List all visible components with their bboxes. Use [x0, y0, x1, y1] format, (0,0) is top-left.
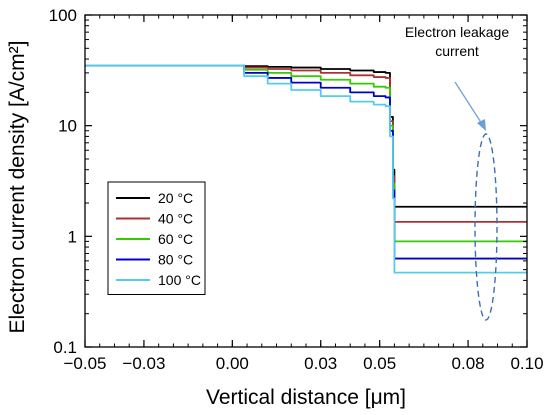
x-tick-label: 0.10 [510, 354, 543, 373]
legend-label: 100 °C [158, 272, 201, 288]
ticks-layer [84, 14, 528, 348]
y-tick-label: 0.1 [53, 338, 77, 357]
x-axis-title: Vertical distance [μm] [206, 386, 406, 409]
legend-label: 40 °C [158, 211, 193, 227]
legend: 20 °C 40 °C 60 °C 80 °C 100 °C [107, 181, 206, 295]
y-tick-label: 1 [68, 227, 77, 246]
y-axis-title: Electron current density [A/cm²] [6, 41, 29, 334]
x-tick-label: 0.08 [452, 354, 485, 373]
annotation-layer: Electron leakage current [405, 24, 510, 321]
annotation-text-line-1: Electron leakage [405, 24, 510, 40]
annotation-arrow [454, 81, 483, 125]
annotation-arrowhead [477, 119, 486, 131]
legend-label: 20 °C [158, 190, 193, 206]
x-tick-label: 0.05 [363, 354, 396, 373]
series-layer [85, 64, 527, 274]
x-tick-label: −0.03 [122, 354, 165, 373]
annotation-ellipse [474, 133, 498, 321]
x-tick-label: −0.05 [63, 354, 106, 373]
legend-label: 80 °C [158, 252, 193, 268]
annotation-text-line-2: current [435, 43, 479, 59]
x-tick-label: 0.03 [304, 354, 337, 373]
legend-label: 60 °C [158, 231, 193, 247]
x-tick-label: 0.00 [216, 354, 249, 373]
tick-labels-layer: −0.05 −0.03 0.00 0.03 0.05 0.08 0.10 0.1 1 10 100 [49, 6, 544, 373]
series-line [85, 64, 527, 274]
y-tick-label: 10 [58, 117, 77, 136]
y-tick-label: 100 [49, 6, 77, 25]
